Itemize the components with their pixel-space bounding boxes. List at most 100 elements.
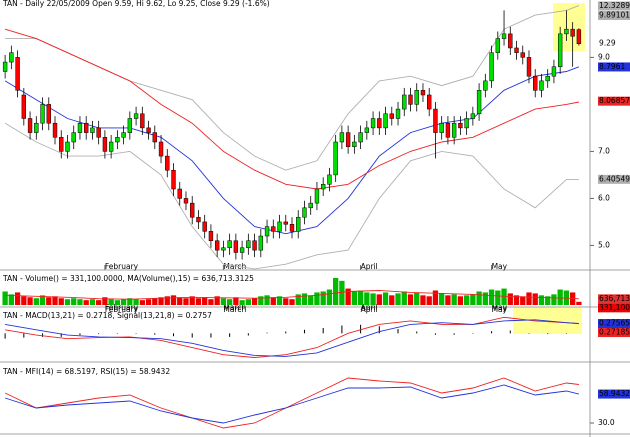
candle-body [289, 224, 295, 232]
candle-body [539, 80, 544, 91]
volume-bar [114, 300, 121, 305]
histogram-bar [416, 331, 418, 334]
volume-bar [139, 300, 145, 305]
histogram-bar [397, 329, 399, 334]
volume-bar [513, 295, 520, 305]
volume-bar [382, 292, 389, 305]
histogram-bar [547, 333, 549, 335]
value-badge [598, 294, 630, 304]
candle-body [414, 90, 419, 105]
volume-bar [152, 298, 158, 305]
candle-body [46, 104, 51, 124]
candle-body [264, 226, 270, 237]
candle-body [121, 132, 126, 138]
candle-body [52, 122, 58, 138]
volume-bar [420, 295, 426, 305]
panel-title: TAN - Volume() = 331,100.0000, MA(Volume… [2, 274, 254, 283]
candle-body [177, 188, 182, 199]
candle-body [508, 33, 513, 49]
volume-bar [314, 292, 320, 305]
histogram-bar [42, 333, 44, 337]
candle-body [214, 240, 220, 251]
candle-body [190, 202, 195, 218]
histogram-bar [191, 333, 193, 338]
candle-body [239, 247, 245, 253]
volume-bar [339, 280, 345, 305]
histogram-bar [60, 333, 62, 337]
candle-body [258, 235, 264, 251]
candle-body [358, 132, 363, 143]
indicator-line [5, 319, 579, 357]
y-tick-label: 30.0 [598, 418, 615, 427]
value-badge [598, 96, 630, 106]
candle-body [127, 118, 133, 133]
volume-bar [301, 293, 308, 305]
x-tick-label: March [223, 303, 246, 312]
value-badge [598, 39, 630, 49]
volume-bar [376, 294, 382, 305]
value-badge-label: 0.271853 [599, 328, 630, 337]
candle-body [9, 52, 14, 63]
candle-body [158, 141, 164, 157]
volume-bar [145, 299, 152, 305]
indicator-line [5, 316, 579, 358]
histogram-bar [98, 333, 100, 335]
x-tick-label: April [361, 305, 378, 314]
candle-body [570, 28, 575, 37]
histogram-bar [360, 324, 362, 334]
candle-body [320, 184, 326, 190]
x-tick-label: April [361, 303, 378, 312]
candle-body [59, 137, 64, 152]
candle-body [489, 52, 494, 82]
candle-body [108, 141, 114, 152]
volume-bar [426, 296, 432, 305]
value-badge-label: 0.275658 [599, 319, 630, 328]
value-badge [598, 303, 630, 313]
volume-bar [264, 295, 270, 305]
candle-body [227, 240, 232, 249]
candle-body [314, 188, 320, 204]
histogram-bar [173, 333, 175, 337]
x-tick-label: March [223, 305, 246, 314]
volume-bar [133, 299, 139, 305]
x-tick-label: February [105, 262, 139, 271]
candle-body [389, 113, 394, 119]
candle-body [84, 122, 89, 133]
value-badge [598, 1, 630, 11]
volume-bar [39, 295, 46, 305]
candle-body [451, 122, 457, 138]
volume-bar [364, 292, 370, 305]
volume-bar [177, 297, 183, 305]
histogram-bar [285, 331, 287, 334]
y-tick-label: 5.0 [598, 240, 610, 249]
value-badge-label: 636,713 [599, 294, 630, 303]
volume-bar [214, 296, 220, 305]
candle-body [333, 141, 338, 176]
candle-body [77, 122, 83, 133]
candle-body [296, 216, 301, 232]
volume-bar [276, 296, 283, 305]
candle-body [165, 155, 170, 171]
volume-bar [83, 300, 89, 305]
volume-bar [202, 297, 208, 305]
value-badge [598, 328, 630, 338]
candle-body [576, 29, 582, 44]
volume-bar [8, 294, 15, 305]
histogram-bar [341, 325, 343, 334]
volume-bar [445, 295, 451, 305]
volume-bar [457, 296, 464, 305]
candle-body [514, 47, 519, 53]
volume-bar [220, 298, 227, 305]
volume-bar [108, 299, 114, 305]
volume-bar [258, 296, 264, 305]
value-badge-label: 9.89101 [599, 10, 630, 19]
histogram-bar [378, 326, 380, 334]
candle-body [501, 33, 507, 39]
candle-body [495, 38, 500, 53]
volume-bar [501, 288, 507, 305]
candle-body [364, 127, 370, 133]
value-badge [598, 389, 630, 399]
volume-bar [370, 293, 376, 305]
candle-body [90, 127, 95, 133]
